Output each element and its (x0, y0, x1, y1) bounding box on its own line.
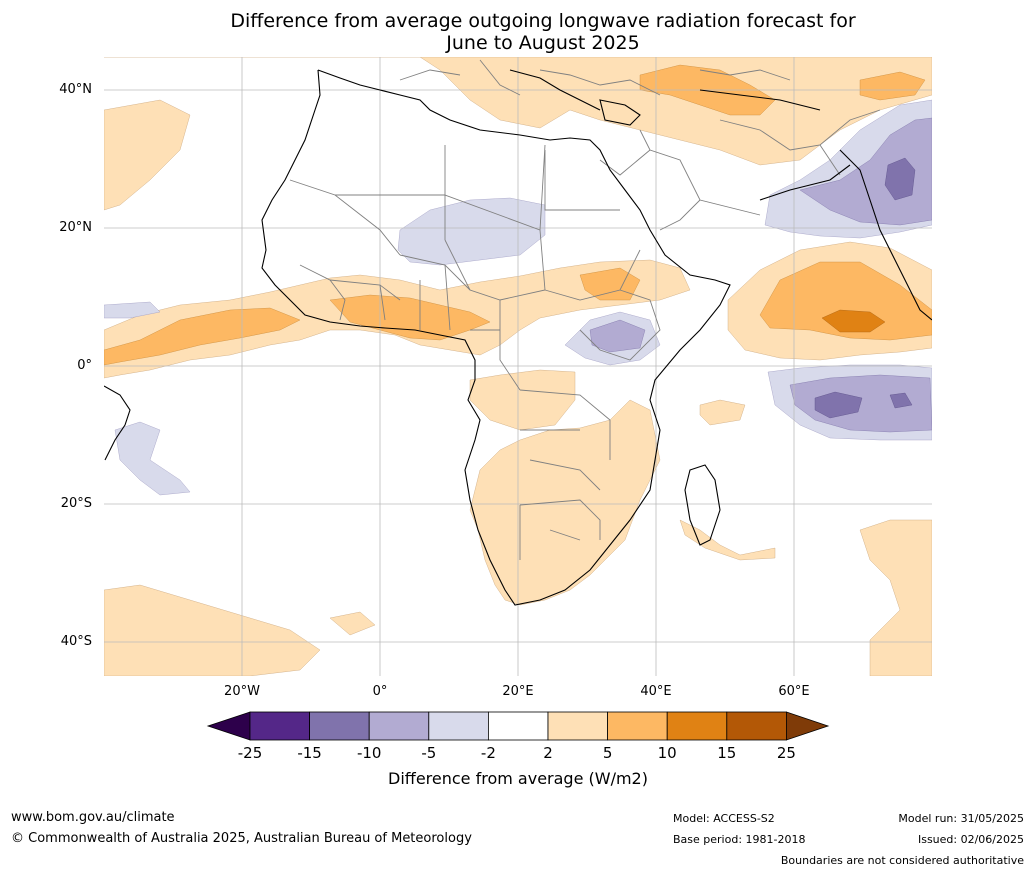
colorbar-tick: -5 (421, 744, 437, 762)
footer-issued: Issued: 02/06/2025 (917, 833, 1024, 846)
anomaly-minus15-to-minus10 (814, 157, 916, 419)
colorbar-tick: -15 (297, 744, 322, 762)
footer-website: www.bom.gov.au/climate (11, 810, 175, 825)
colorbar-tick: -25 (237, 744, 263, 762)
colorbar-bin (249, 711, 310, 741)
footer-model: Model: ACCESS-S2 (673, 812, 775, 825)
lon-label-40e: 40°E (640, 684, 672, 699)
colorbar-label: Difference from average (W/m2) (388, 769, 648, 788)
footer-disclaimer: Boundaries are not considered authoritat… (780, 854, 1024, 867)
colorbar-bin (368, 711, 430, 741)
colorbar-bin (309, 711, 370, 741)
colorbar-extend-low (206, 711, 251, 741)
lon-label-60e: 60°E (778, 684, 810, 699)
colorbar (206, 711, 830, 741)
colorbar-tick: -10 (356, 744, 382, 762)
title-line-2: June to August 2025 (446, 32, 640, 54)
colorbar-tick: -2 (480, 744, 496, 762)
lat-label-20n: 20°N (59, 220, 92, 235)
lat-label-20s: 20°S (60, 496, 92, 511)
lat-label-40n: 40°N (59, 82, 92, 97)
colorbar-tick: 10 (657, 744, 677, 762)
lon-label-20w: 20°W (224, 684, 260, 699)
graticule (104, 57, 932, 676)
colorbar-tick: 5 (602, 744, 613, 762)
coastlines (104, 69, 932, 606)
title-line-1: Difference from average outgoing longwav… (230, 10, 856, 32)
colorbar-bin (666, 711, 728, 741)
map-title: Difference from average outgoing longwav… (0, 10, 1035, 54)
lat-label-40s: 40°S (60, 634, 92, 649)
lon-label-20e: 20°E (502, 684, 534, 699)
lat-label-0: 0° (77, 358, 92, 373)
footer-model-run: Model run: 31/05/2025 (898, 812, 1024, 825)
footer-base-period: Base period: 1981-2018 (673, 833, 806, 846)
colorbar-tick: 2 (543, 744, 553, 762)
map-area (104, 57, 932, 676)
colorbar-tick: 15 (717, 744, 737, 762)
colorbar-extend-high (786, 711, 830, 741)
colorbar-bin (726, 711, 787, 741)
colorbar-bin (428, 711, 489, 741)
colorbar-tick: 25 (776, 744, 796, 762)
lon-label-0: 0° (372, 684, 388, 699)
country-borders (289, 59, 881, 560)
colorbar-bin (487, 711, 549, 741)
colorbar-bin (607, 711, 668, 741)
colorbar-bin (547, 711, 608, 741)
footer-copyright: © Commonwealth of Australia 2025, Austra… (11, 831, 472, 846)
